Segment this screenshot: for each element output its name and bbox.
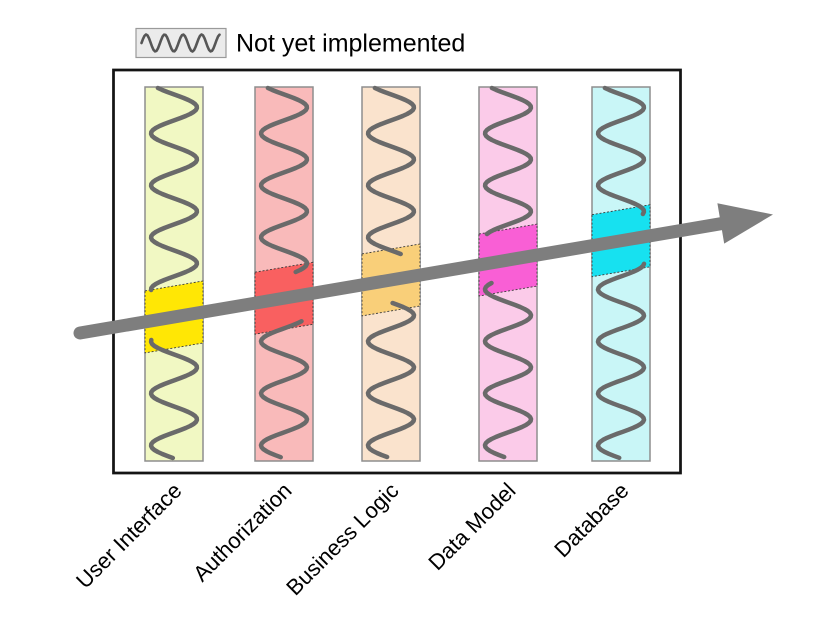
squiggle-bottom-business-logic	[365, 300, 417, 460]
squiggle-bottom-data-model	[482, 280, 534, 460]
column-bg-user-interface	[144, 86, 204, 462]
squiggle-top-data-model	[482, 85, 534, 237]
squiggle-top-authorization	[258, 85, 310, 275]
progress-arrow	[73, 203, 773, 340]
column-label-data-model: Data Model	[423, 478, 520, 575]
arrow-head	[717, 203, 773, 244]
squiggle-bottom-user-interface	[148, 337, 200, 461]
squiggle-top-user-interface	[148, 85, 200, 293]
squiggle-top-database	[595, 85, 647, 217]
legend-wave-icon	[140, 33, 221, 53]
legend-label: Not yet implemented	[236, 30, 465, 58]
column-label-authorization: Authorization	[188, 478, 296, 586]
arrow-shaft	[73, 217, 728, 340]
squiggle-bottom-database	[595, 261, 647, 461]
column-label-database: Database	[549, 478, 633, 562]
squiggle-top-business-logic	[365, 85, 417, 257]
squiggle-bottom-authorization	[258, 318, 310, 460]
legend: Not yet implemented	[135, 27, 465, 59]
column-label-business-logic: Business Logic	[281, 478, 403, 600]
column-database: Database	[549, 85, 651, 562]
column-label-user-interface: User Interface	[71, 478, 186, 593]
